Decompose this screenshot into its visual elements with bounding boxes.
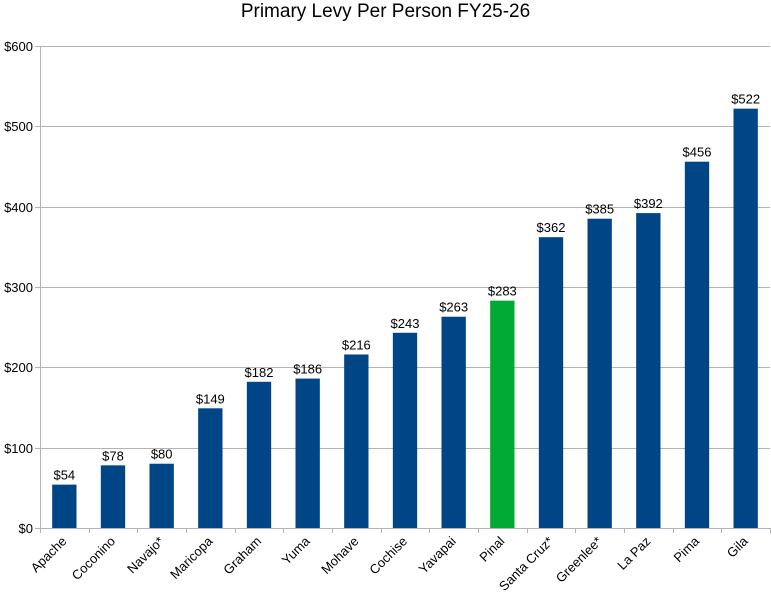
data-label: $263: [439, 300, 468, 315]
bar-gila: [733, 108, 758, 528]
x-tick-label: Pima: [671, 533, 703, 565]
y-tick-label: $400: [4, 200, 33, 215]
x-tick-label: Gila: [724, 533, 751, 560]
data-label: $456: [683, 145, 712, 160]
x-tick-label: Yavapai: [416, 533, 459, 576]
bar-santa-cruz: [538, 237, 564, 528]
x-tick-label: Graham: [220, 534, 264, 578]
x-tick-label: Mohave: [318, 534, 361, 577]
data-label: $80: [151, 447, 173, 462]
y-tick-label: $500: [4, 119, 33, 134]
x-tick-label: Greenlee*: [553, 534, 605, 586]
y-tick-label: $0: [19, 521, 33, 536]
bar-greenlee: [587, 218, 612, 528]
bar-yavapai: [441, 316, 466, 528]
bar-yuma: [295, 378, 320, 528]
data-label: $385: [585, 202, 614, 217]
bar-maricopa: [198, 408, 223, 528]
y-tick-label: $600: [4, 39, 33, 54]
chart-title: Primary Levy Per Person FY25-26: [241, 1, 530, 22]
data-label: $283: [488, 284, 517, 299]
bars: [52, 108, 758, 529]
data-label: $362: [537, 220, 566, 235]
bar-graham: [246, 381, 272, 528]
y-tick-label: $100: [4, 441, 33, 456]
data-label: $392: [634, 196, 663, 211]
y-tick-label: $300: [4, 280, 33, 295]
x-tick-label: La Paz: [614, 534, 653, 573]
bar-apache: [52, 484, 77, 528]
bar-pima: [684, 161, 710, 528]
bar-navajo: [149, 463, 174, 528]
x-tick-label: Maricopa: [167, 533, 216, 582]
data-label: $54: [53, 468, 75, 483]
bar-cochise: [392, 332, 418, 528]
x-tick-label: Navajo*: [124, 534, 167, 577]
bar-la-paz: [636, 213, 661, 529]
data-label: $216: [342, 337, 371, 352]
data-label: $522: [731, 92, 760, 107]
data-label: $78: [102, 448, 124, 463]
y-axis-tick-labels: $0 $100 $200 $300 $400 $500 $600: [4, 39, 33, 536]
x-tick-label: Yuma: [279, 533, 314, 568]
x-tick-label: Cochise: [366, 534, 410, 578]
x-axis-tick-labels: Apache Coconino Navajo* Maricopa Graham Yuma M…: [28, 533, 752, 594]
x-tick-label: Apache: [28, 534, 70, 576]
bar-coconino: [100, 465, 126, 528]
data-labels: $54 $78 $80 $149 $182 $186 $216 $243 $263 $283 $36…: [53, 92, 760, 483]
x-tick-label: Coconino: [69, 534, 118, 583]
bar-pinal: [490, 300, 515, 528]
data-label: $243: [391, 316, 420, 331]
data-label: $182: [245, 365, 274, 380]
data-label: $186: [293, 362, 322, 377]
data-label: $149: [196, 391, 225, 406]
y-tick-label: $200: [4, 360, 33, 375]
x-tick-label: Pinal: [476, 533, 507, 564]
bar-mohave: [344, 354, 369, 528]
